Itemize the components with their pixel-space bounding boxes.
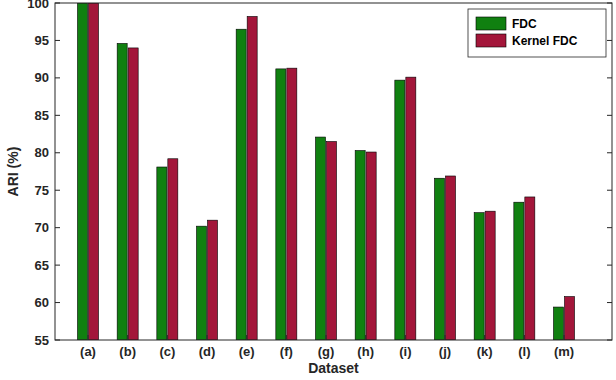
bar [316,137,326,340]
y-tick [607,40,612,41]
x-tick [246,335,247,340]
y-tick-label: 80 [35,145,49,160]
y-tick [55,40,60,41]
y-tick [55,302,60,303]
x-tick-label: (g) [318,344,335,359]
x-tick-label: (d) [199,344,216,359]
y-tick-label: 70 [35,220,49,235]
y-tick [607,77,612,78]
x-tick-label: (i) [399,344,411,359]
y-tick [55,3,60,4]
x-tick [484,335,485,340]
y-tick [55,227,60,228]
bar [395,80,405,340]
y-tick [55,265,60,266]
x-tick-label: (j) [439,344,451,359]
bar [208,220,218,340]
x-tick [445,335,446,340]
x-tick-label: (c) [159,344,175,359]
bar [117,43,127,340]
legend-swatch [476,34,506,47]
x-tick-label: (e) [239,344,255,359]
frame [55,3,612,340]
y-tick-label: 85 [35,108,49,123]
x-tick [127,335,128,340]
y-tick [607,227,612,228]
chart: 55 60 65 70 75 80 85 90 95 100 (a) (b) (c) (d) (e) (f) (… [0,0,616,380]
y-tick [55,115,60,116]
bar [276,69,286,340]
x-tick-label: (l) [518,344,530,359]
legend-label: FDC [512,17,537,31]
plot-area [55,3,612,340]
y-tick-label: 75 [35,183,49,198]
x-tick [365,335,366,340]
y-tick-label: 65 [35,258,49,273]
bar [514,202,524,340]
x-axis-label: Dataset [308,360,359,376]
bar [565,297,575,340]
bar [168,159,178,340]
bar [446,176,456,340]
y-tick [607,265,612,266]
y-tick [55,77,60,78]
y-tick [55,152,60,153]
bar [474,213,484,340]
x-tick-label: (h) [357,344,374,359]
x-tick-label: (m) [554,344,574,359]
y-tick [55,340,60,341]
x-tick [286,335,287,340]
y-tick-label: 60 [35,295,49,310]
y-tick [607,3,612,4]
y-tick [607,340,612,341]
y-tick [55,190,60,191]
x-tick [524,335,525,340]
x-tick-label: (f) [280,344,293,359]
x-tick [88,335,89,340]
legend-label: Kernel FDC [512,34,578,48]
x-tick [564,335,565,340]
x-tick [405,335,406,340]
y-tick [607,190,612,191]
bar [406,77,416,340]
y-tick [607,115,612,116]
x-tick-label: (k) [477,344,493,359]
bar [485,211,495,340]
y-axis-label: ARI (%) [5,147,21,197]
bar [89,3,99,340]
y-tick-label: 95 [35,33,49,48]
bar [327,142,337,340]
bar [236,29,246,340]
y-tick-label: 100 [27,0,49,11]
bar [128,48,138,340]
bar [247,16,257,340]
legend: FDC Kernel FDC [468,9,606,57]
y-tick-label: 55 [35,333,49,348]
legend-swatch [476,17,506,30]
bar [525,197,535,340]
bar [435,178,445,340]
x-tick [326,335,327,340]
x-tick [207,335,208,340]
bar [197,226,207,340]
x-tick-label: (b) [119,344,136,359]
x-tick-label: (a) [80,344,96,359]
legend-box [468,9,606,57]
y-tick-label: 90 [35,70,49,85]
bar [355,151,365,340]
bar [554,307,564,340]
bar [366,152,376,340]
y-tick [607,302,612,303]
bar [78,3,88,340]
bar [287,68,297,340]
y-tick [607,152,612,153]
x-tick [167,335,168,340]
bar [157,167,167,340]
